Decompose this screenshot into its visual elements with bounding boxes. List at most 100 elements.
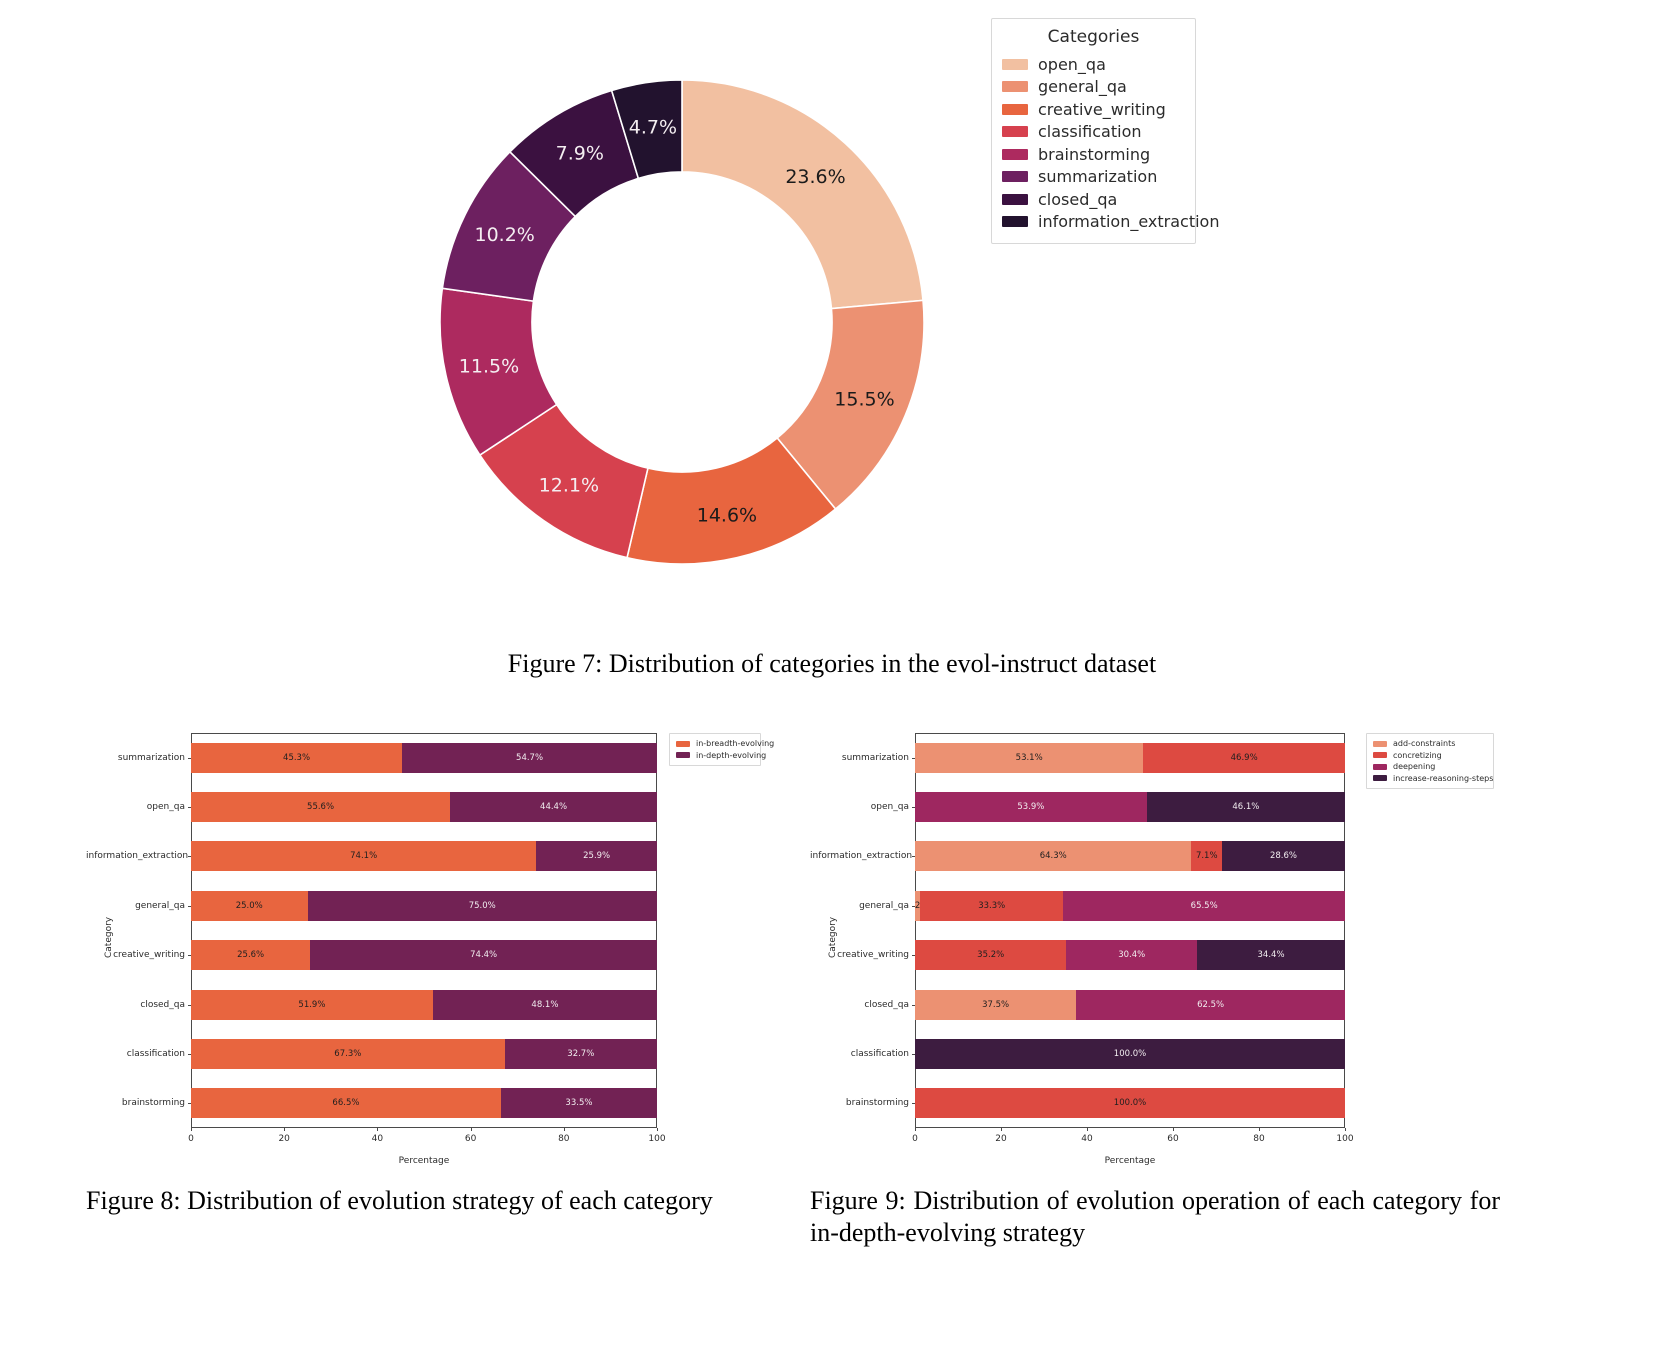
bar-segment-label: 25.9% xyxy=(583,851,611,862)
bar-segment-label: 7.1% xyxy=(1195,851,1218,862)
bar-row-creative_writing: 25.6% 74.4% xyxy=(191,940,657,971)
bar-segment-summarization-concretizing[interactable]: 46.9% xyxy=(1143,742,1345,773)
bar-segment-summarization-in-breadth-evolving[interactable]: 45.3% xyxy=(191,742,403,773)
y-tick-mark xyxy=(188,757,191,759)
bar-segment-creative_writing-in-breadth-evolving[interactable]: 25.6% xyxy=(191,940,311,971)
bar-segment-creative_writing-concretizing[interactable]: 35.2% xyxy=(915,940,1067,971)
bar-segment-information_extraction-increase-reasoning-steps[interactable]: 28.6% xyxy=(1222,841,1345,872)
bar-segment-closed_qa-add-constraints[interactable]: 37.5% xyxy=(915,989,1077,1020)
legend-item-label: general_qa xyxy=(1038,77,1127,97)
x-tick-mark xyxy=(1087,1128,1088,1131)
x-tick-label-0: 0 xyxy=(188,1134,194,1144)
bar-segment-information_extraction-concretizing[interactable]: 7.1% xyxy=(1191,841,1222,872)
legend-item-concretizing[interactable]: concretizing xyxy=(1373,750,1487,762)
bar-row-summarization: 53.1% 46.9% xyxy=(915,742,1345,773)
bar-segment-label: 53.9% xyxy=(1017,802,1045,813)
bar-segment-closed_qa-in-breadth-evolving[interactable]: 51.9% xyxy=(191,989,433,1020)
legend-swatch-icon xyxy=(1002,81,1028,93)
bar-segment-general_qa-add-constraints[interactable]: 1.2% xyxy=(915,890,921,921)
y-tick-label-information_extraction: information_extraction xyxy=(810,851,913,862)
bar-segment-information_extraction-add-constraints[interactable]: 64.3% xyxy=(915,841,1192,872)
bar-segment-brainstorming-in-depth-evolving[interactable]: 33.5% xyxy=(500,1088,657,1119)
legend-item-open_qa[interactable]: open_qa xyxy=(1002,53,1185,76)
bar-segment-label: 74.1% xyxy=(350,851,378,862)
x-tick-label-40: 40 xyxy=(1081,1134,1093,1144)
bar-segment-classification-in-depth-evolving[interactable]: 32.7% xyxy=(504,1038,657,1069)
bar-segment-general_qa-in-depth-evolving[interactable]: 75.0% xyxy=(307,890,657,921)
legend-item-in-depth-evolving[interactable]: in-depth-evolving xyxy=(676,750,766,762)
legend-item-information_extraction[interactable]: information_extraction xyxy=(1002,211,1219,234)
bar-segment-label: 37.5% xyxy=(982,999,1010,1010)
bar-segment-label: 55.6% xyxy=(307,802,335,813)
donut-slice-information_extraction[interactable] xyxy=(610,79,683,180)
bar-segment-classification-increase-reasoning-steps[interactable]: 100.0% xyxy=(915,1038,1345,1069)
y-tick-label-open_qa: open_qa xyxy=(146,802,185,813)
bar-segment-creative_writing-deepening[interactable]: 30.4% xyxy=(1066,940,1198,971)
bar-segment-brainstorming-concretizing[interactable]: 100.0% xyxy=(915,1088,1345,1119)
y-tick-label-brainstorming: brainstorming xyxy=(845,1098,909,1109)
legend-item-increase-reasoning-steps[interactable]: increase-reasoning-steps xyxy=(1373,773,1493,785)
legend-swatch-icon xyxy=(676,752,690,759)
bar-segment-open_qa-deepening[interactable]: 53.9% xyxy=(915,792,1147,823)
legend-item-closed_qa[interactable]: closed_qa xyxy=(1002,188,1185,211)
y-tick-mark xyxy=(188,1103,191,1105)
bar-row-brainstorming: 100.0% xyxy=(915,1088,1345,1119)
legend-swatch-icon xyxy=(1373,763,1387,770)
x-tick-mark xyxy=(1001,1128,1002,1131)
legend-item-label: brainstorming xyxy=(1038,144,1151,164)
y-tick-mark xyxy=(188,807,191,809)
bar-segment-label: 46.9% xyxy=(1230,752,1258,763)
figure-9: 53.1% 46.9% 53.9% 46.1% 64.3% 7.1% 28.6% 1.2% 33… xyxy=(810,713,1500,1183)
figure-8-caption: Figure 8: Distribution of evolution stra… xyxy=(86,1186,713,1215)
legend-item-summarization[interactable]: summarization xyxy=(1002,166,1185,189)
legend-item-brainstorming[interactable]: brainstorming xyxy=(1002,143,1185,166)
bar-segment-general_qa-concretizing[interactable]: 33.3% xyxy=(920,890,1064,921)
bar-segment-label: 35.2% xyxy=(977,950,1005,961)
x-tick-label-100: 100 xyxy=(1336,1134,1354,1144)
y-tick-mark xyxy=(188,856,191,858)
bar-segment-open_qa-increase-reasoning-steps[interactable]: 46.1% xyxy=(1146,792,1345,823)
legend-item-general_qa[interactable]: general_qa xyxy=(1002,76,1185,99)
legend-rows: open_qa general_qa creative_writing classif… xyxy=(1002,53,1219,234)
fig9-x-axis-label: Percentage xyxy=(1104,1156,1156,1166)
bar-segment-general_qa-in-breadth-evolving[interactable]: 25.0% xyxy=(191,890,308,921)
bar-segment-label: 74.4% xyxy=(470,950,498,961)
y-tick-mark xyxy=(912,1053,915,1055)
bar-segment-closed_qa-deepening[interactable]: 62.5% xyxy=(1076,989,1345,1020)
legend-swatch-icon xyxy=(1002,216,1028,228)
bar-segment-summarization-in-depth-evolving[interactable]: 54.7% xyxy=(402,742,657,773)
bar-segment-label: 33.3% xyxy=(978,900,1006,911)
bar-segment-label: 51.9% xyxy=(298,999,326,1010)
x-tick-label-60: 60 xyxy=(464,1134,477,1144)
bar-row-open_qa: 53.9% 46.1% xyxy=(915,792,1345,823)
bar-segment-open_qa-in-depth-evolving[interactable]: 44.4% xyxy=(450,792,657,823)
bar-segment-summarization-add-constraints[interactable]: 53.1% xyxy=(915,742,1144,773)
bar-segment-open_qa-in-breadth-evolving[interactable]: 55.6% xyxy=(191,792,451,823)
legend-item-deepening[interactable]: deepening xyxy=(1373,761,1487,773)
fig8-x-axis-label: Percentage xyxy=(398,1156,450,1166)
x-tick-mark xyxy=(563,1128,565,1131)
y-tick-label-closed_qa: closed_qa xyxy=(140,999,185,1010)
bar-segment-label: 33.5% xyxy=(565,1098,593,1109)
legend-item-in-breadth-evolving[interactable]: in-breadth-evolving xyxy=(676,738,774,750)
legend-item-add-constraints[interactable]: add-constraints xyxy=(1373,738,1487,750)
legend-item-classification[interactable]: classification xyxy=(1002,121,1185,144)
y-tick-mark xyxy=(188,1004,191,1006)
legend-item-creative_writing[interactable]: creative_writing xyxy=(1002,98,1185,121)
legend-item-label: closed_qa xyxy=(1038,189,1118,209)
bar-segment-information_extraction-in-breadth-evolving[interactable]: 74.1% xyxy=(191,841,537,872)
bar-segment-creative_writing-in-depth-evolving[interactable]: 74.4% xyxy=(310,940,657,971)
bar-segment-brainstorming-in-breadth-evolving[interactable]: 66.5% xyxy=(191,1088,501,1119)
legend-swatch-icon xyxy=(1002,126,1028,138)
y-tick-mark xyxy=(912,1004,915,1006)
bar-segment-classification-in-breadth-evolving[interactable]: 67.3% xyxy=(191,1038,505,1069)
y-tick-label-summarization: summarization xyxy=(117,752,185,763)
bar-segment-information_extraction-in-depth-evolving[interactable]: 25.9% xyxy=(536,841,657,872)
donut-slice-open_qa[interactable] xyxy=(681,79,924,310)
bar-segment-creative_writing-increase-reasoning-steps[interactable]: 34.4% xyxy=(1197,940,1345,971)
bar-segment-label: 32.7% xyxy=(567,1048,595,1059)
legend-item-label: classification xyxy=(1038,122,1142,142)
bar-row-classification: 100.0% xyxy=(915,1038,1345,1069)
bar-segment-general_qa-deepening[interactable]: 65.5% xyxy=(1063,890,1345,921)
bar-segment-closed_qa-in-depth-evolving[interactable]: 48.1% xyxy=(432,989,657,1020)
